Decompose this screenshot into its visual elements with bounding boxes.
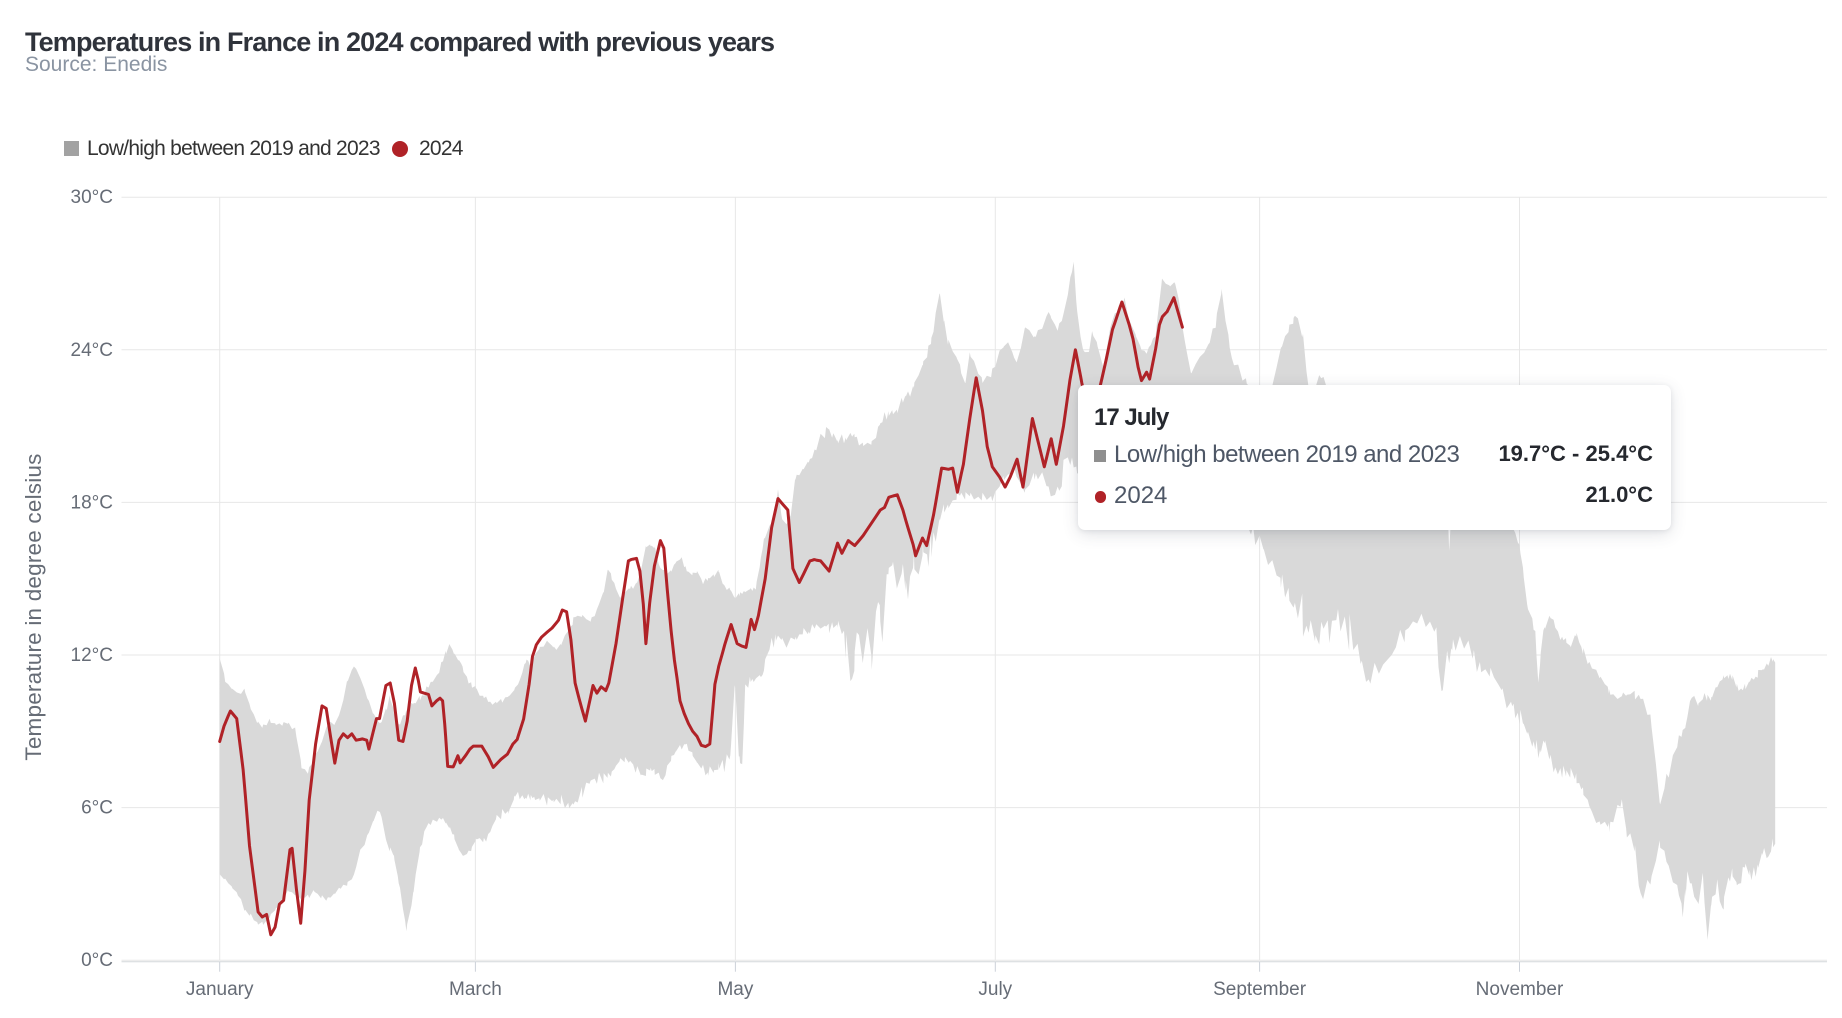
svg-text:24°C: 24°C [71,340,113,361]
svg-text:March: March [449,979,502,1000]
svg-text:May: May [717,979,753,1000]
svg-text:Temperature in degree celsius: Temperature in degree celsius [21,453,46,760]
svg-text:0°C: 0°C [81,950,113,971]
svg-text:November: November [1476,979,1564,1000]
svg-text:6°C: 6°C [81,798,113,819]
svg-text:12°C: 12°C [71,645,113,666]
svg-text:July: July [978,979,1012,1000]
svg-text:January: January [186,979,254,1000]
svg-text:September: September [1213,979,1307,1000]
svg-text:18°C: 18°C [71,492,113,513]
svg-text:30°C: 30°C [71,187,113,208]
